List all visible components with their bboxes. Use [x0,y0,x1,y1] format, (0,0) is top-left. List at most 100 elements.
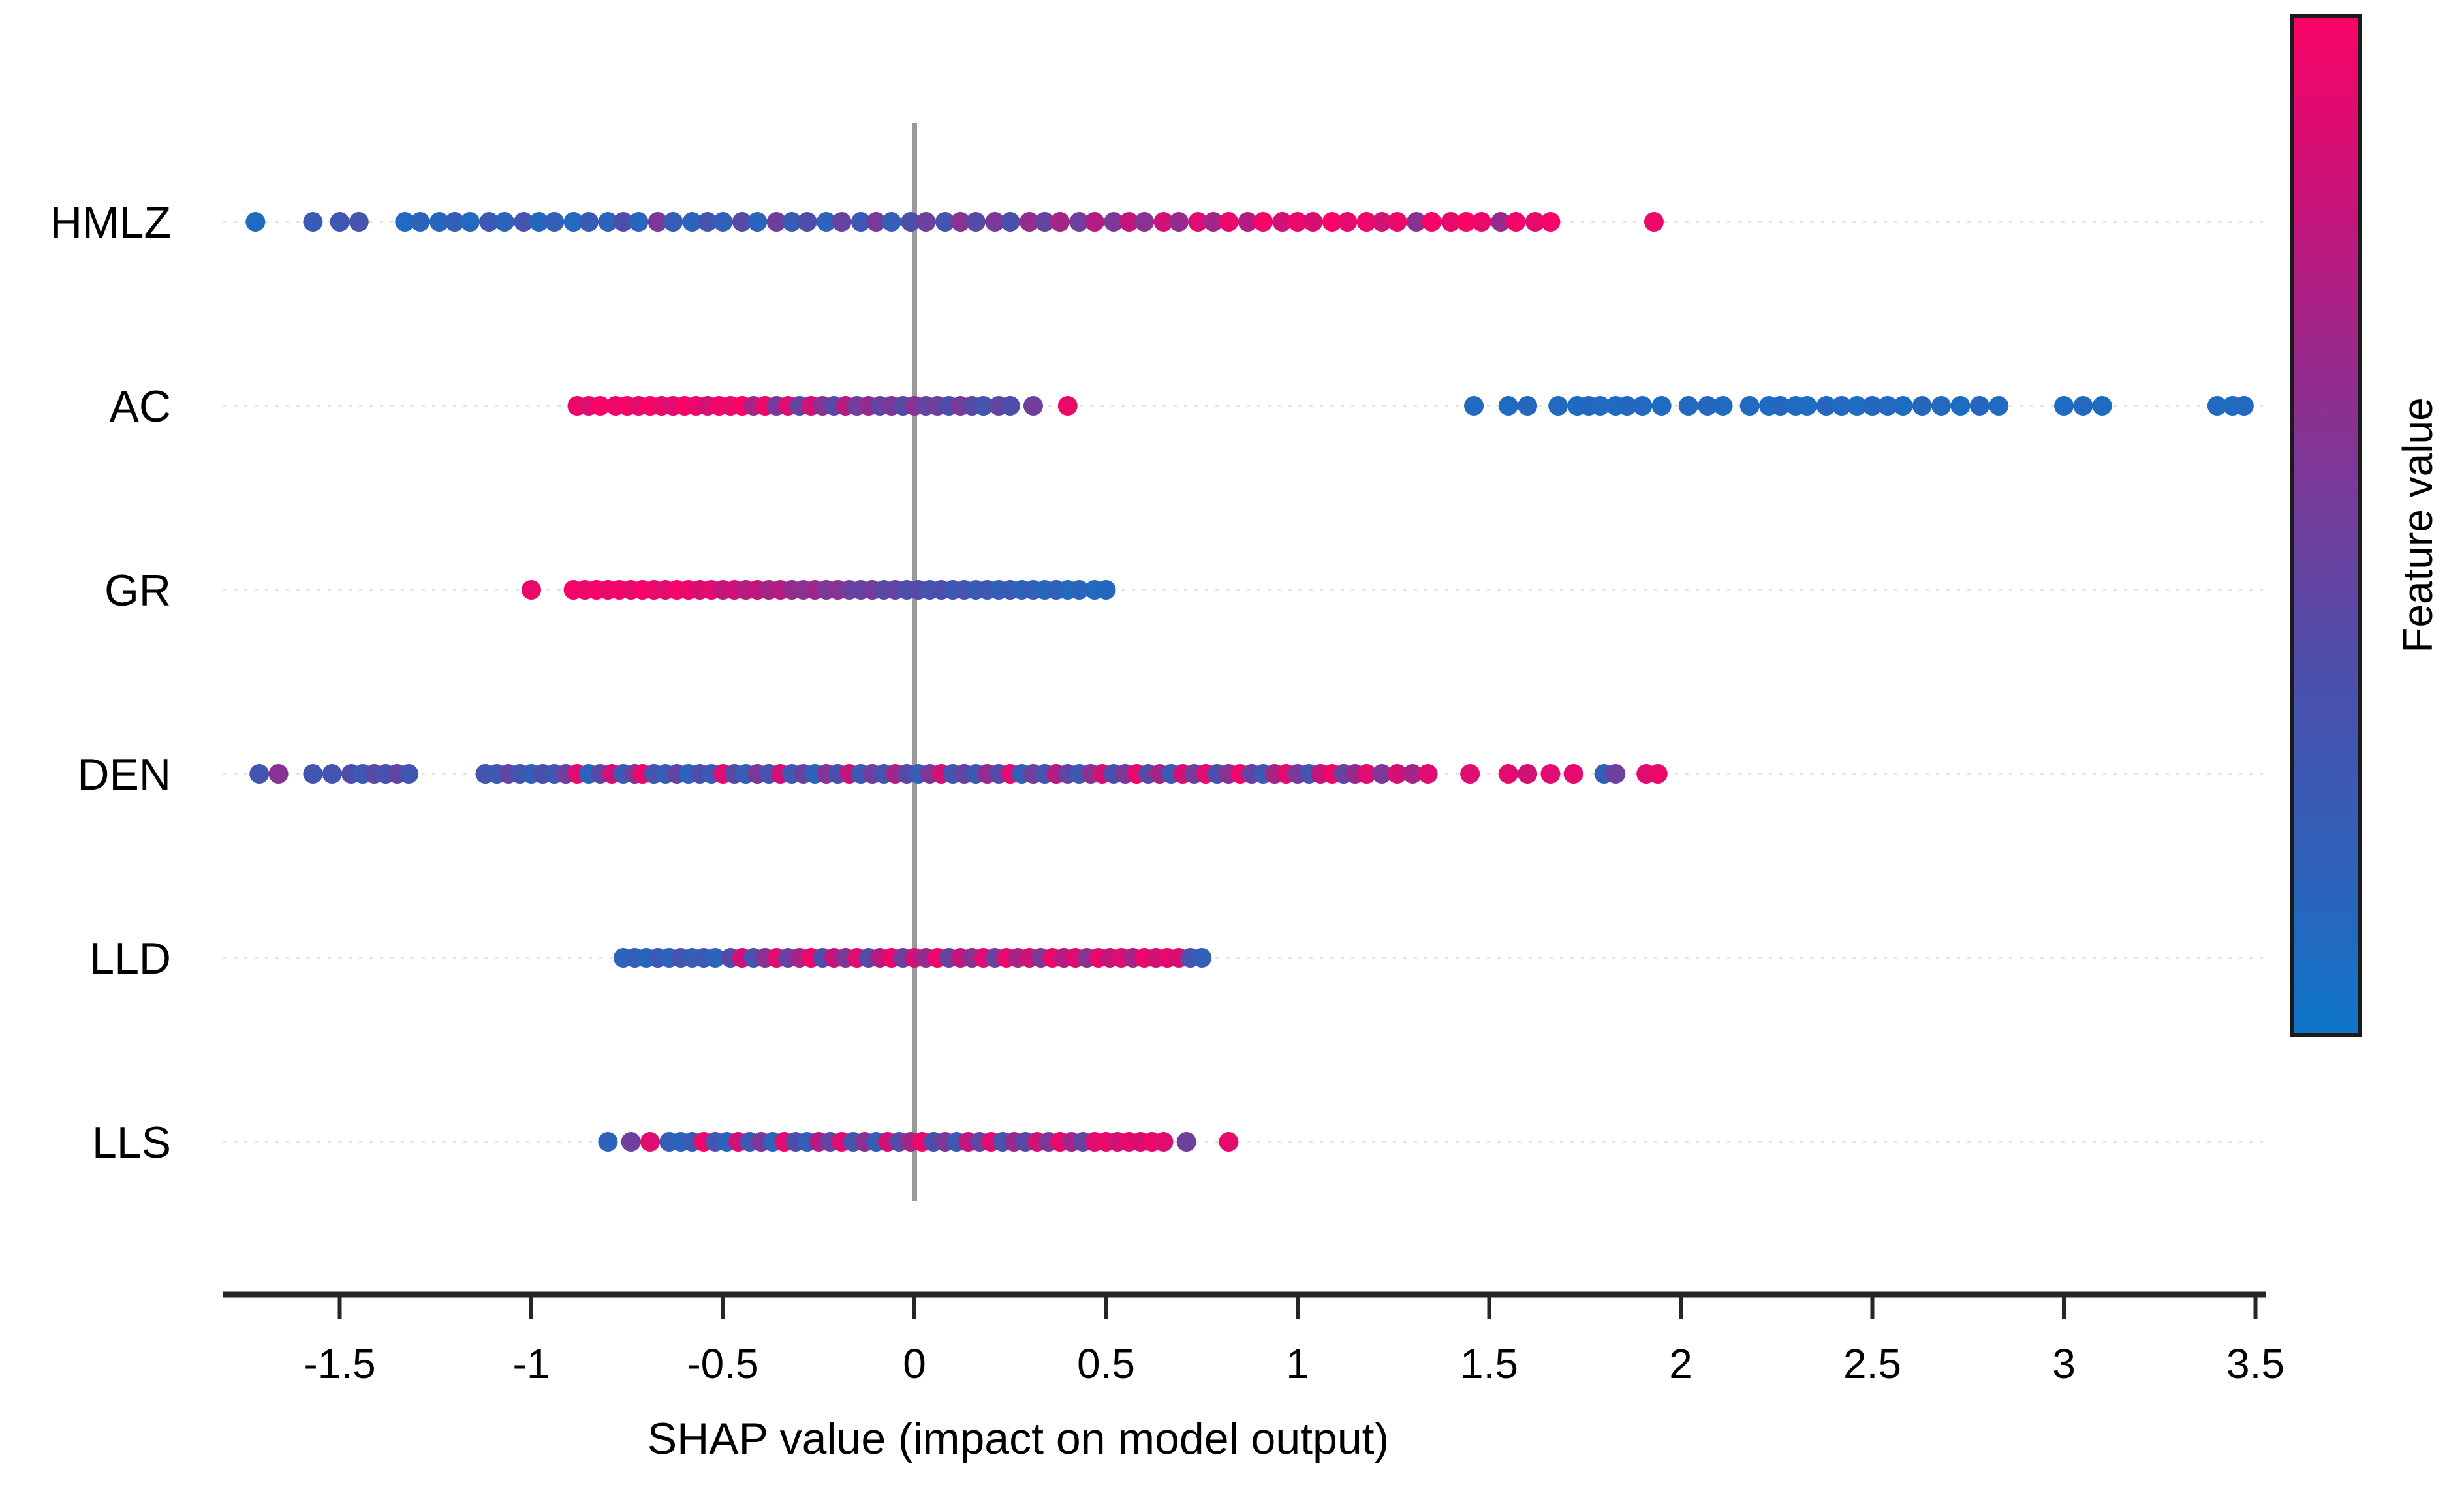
data-point [1644,212,1664,232]
x-tick-label: 1 [1286,1340,1309,1387]
data-point [1617,396,1637,416]
data-point [1337,212,1358,232]
data-point [1491,212,1511,232]
data-point [529,212,549,232]
data-point [303,764,323,784]
x-axis-ticks [337,1295,2258,1319]
data-point [2073,396,2093,416]
data-point [1406,212,1426,232]
data-point [1050,212,1070,232]
data-point [1912,396,1932,416]
data-point [494,212,514,232]
data-point [901,212,921,232]
data-point [629,212,649,232]
data-point [1590,396,1610,416]
data-point [640,1132,660,1152]
data-point [1219,1132,1239,1152]
data-point [916,212,936,232]
data-point [322,764,342,784]
data-point [613,212,633,232]
data-point [1153,1132,1174,1152]
data-point [1272,212,1292,232]
data-point [1096,580,1116,600]
data-point [1518,396,1538,416]
data-point [2092,396,2112,416]
x-axis: -1.5 -1 -0.5 0 0.5 1 1.5 2 2.5 3 3.5 [223,1291,2285,1387]
data-point [682,212,702,232]
data-point [245,212,266,232]
data-point [479,212,499,232]
data-point [249,764,270,784]
data-point [522,580,541,600]
data-point [1540,764,1561,784]
data-point [1192,948,1212,968]
data-point [1219,212,1239,232]
data-point [816,212,836,232]
data-point [1441,212,1461,232]
data-point [399,764,419,784]
data-point [1563,764,1583,784]
data-point [621,1132,641,1152]
data-point [1456,212,1476,232]
data-point [460,212,480,232]
data-point [1153,212,1174,232]
data-point [1498,396,1518,416]
data-point [1020,212,1040,232]
data-point [1460,764,1480,784]
feature-label-gr: GR [104,566,171,615]
row-gridlines [223,221,2266,1143]
data-point [1847,396,1867,416]
data-point [1518,764,1538,784]
data-point [1035,212,1055,232]
data-point [832,212,852,232]
data-point [1525,212,1545,232]
data-point [797,212,817,232]
x-tick-label: 0.5 [1077,1340,1135,1387]
data-point [303,212,323,232]
data-point [782,212,802,232]
data-point [1506,212,1526,232]
data-point [985,212,1005,232]
data-point [1698,396,1718,416]
data-point [1403,764,1423,784]
data-point [1057,396,1078,416]
x-tick-label: 2.5 [1843,1340,1901,1387]
data-point [1950,396,1971,416]
data-point [1989,396,2009,416]
data-point [1893,396,1913,416]
data-point [429,212,450,232]
data-point [598,212,618,232]
data-point [1372,764,1392,784]
x-tick-label: 3 [2052,1340,2076,1387]
data-point [2234,396,2254,416]
scatter-points [245,212,2254,1152]
data-point [1548,396,1568,416]
data-point [1134,212,1155,232]
feature-label-lls: LLS [92,1118,171,1167]
feature-label-hmlz: HMLZ [50,198,171,247]
data-point [647,212,668,232]
data-point [1647,764,1668,784]
data-point [1169,212,1189,232]
data-point [1069,212,1089,232]
data-point [850,212,871,232]
data-point [2207,396,2227,416]
data-point [881,212,901,232]
data-point [1023,396,1043,416]
data-point [514,212,534,232]
x-tick-label: 2 [1669,1340,1692,1387]
data-point [590,396,610,416]
data-point [330,212,350,232]
y-axis-feature-labels: HMLZ AC GR DEN LLD LLS [50,198,171,1167]
data-point [1084,212,1104,232]
data-point [1770,396,1790,416]
data-point [544,212,565,232]
data-point [1069,580,1089,600]
data-point [579,212,599,232]
colorbar-gradient-bar [2290,14,2362,1037]
data-point [1322,212,1342,232]
data-point [1303,212,1323,232]
data-point [1540,212,1561,232]
